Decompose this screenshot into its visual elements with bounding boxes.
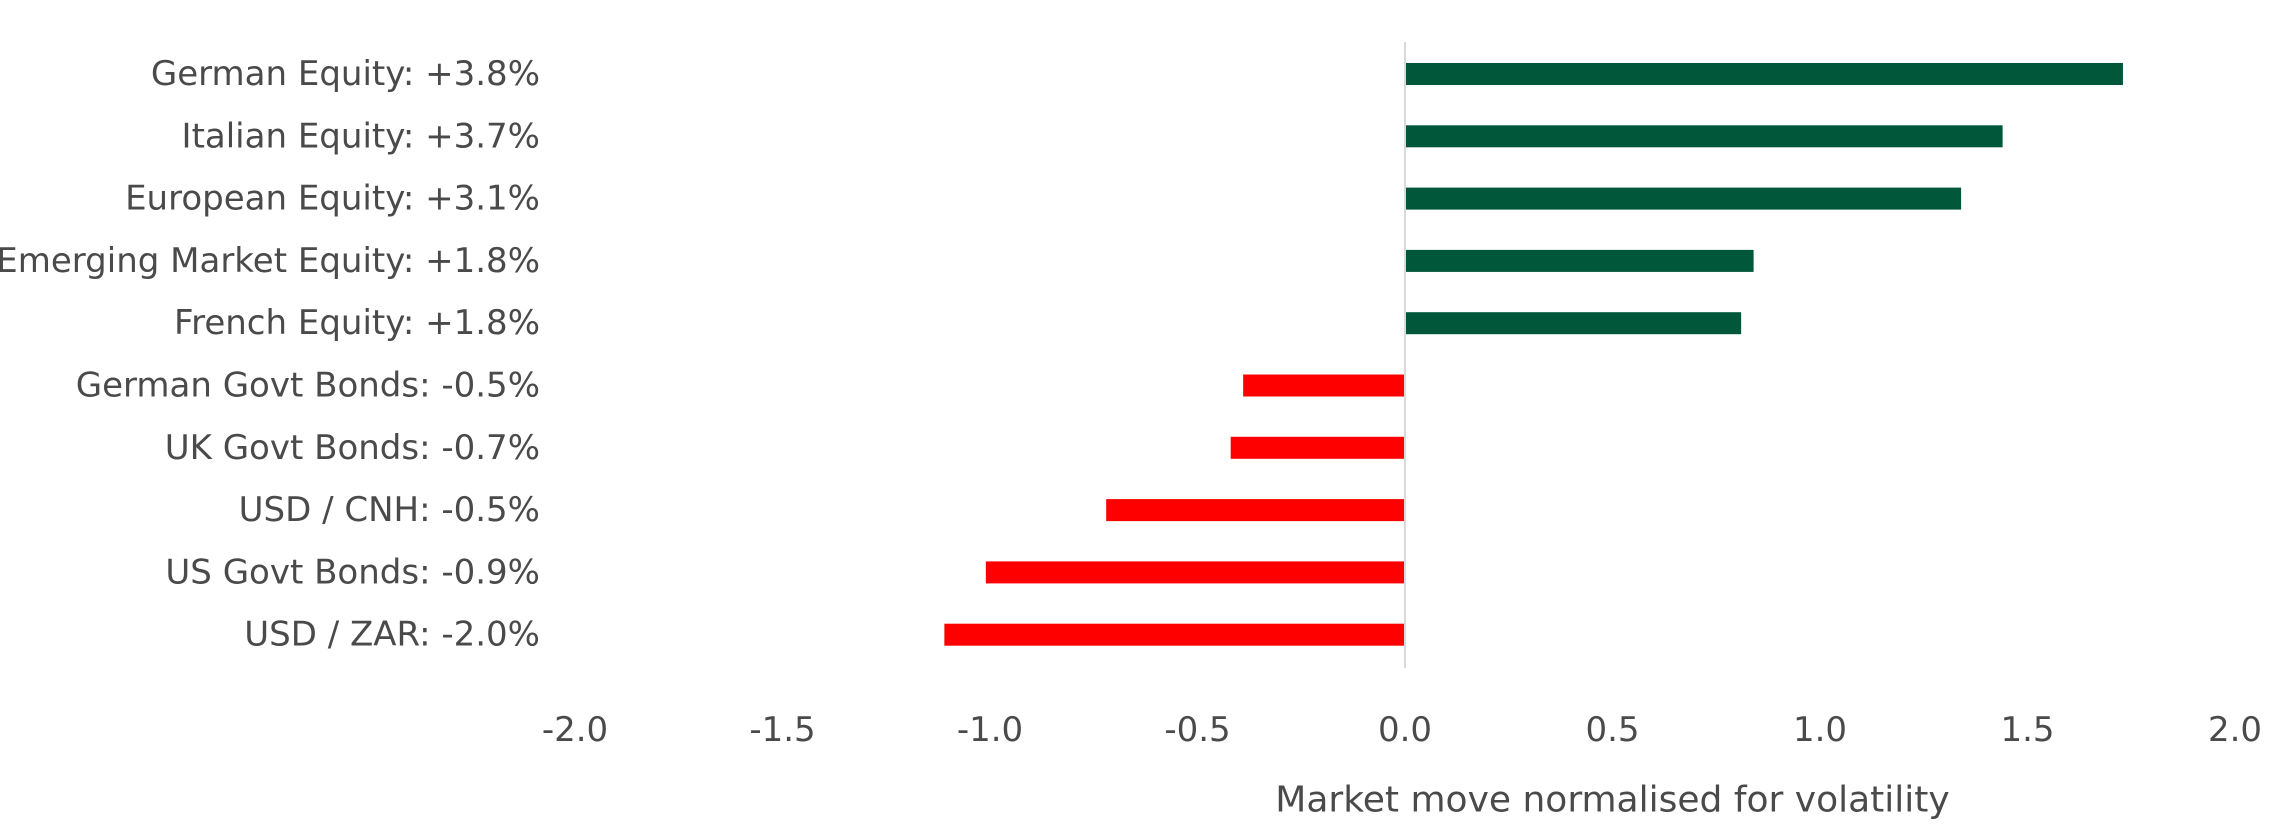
bar-series (944, 63, 2123, 646)
x-tick-label-3: -0.5 (1164, 710, 1230, 750)
bar-0 (1405, 63, 2123, 85)
x-tick-label-6: 1.0 (1793, 710, 1847, 750)
x-tick-label-5: 0.5 (1585, 710, 1639, 750)
category-labels: German Equity: +3.8% Italian Equity: +3.7… (0, 54, 540, 655)
category-label-9: USD / ZAR: -2.0% (244, 615, 540, 655)
x-axis-tick-labels: -2.0 -1.5 -1.0 -0.5 0.0 0.5 1.0 1.5 2.0 (542, 710, 2262, 750)
category-label-0: German Equity: +3.8% (151, 54, 540, 94)
x-tick-label-4: 0.0 (1378, 710, 1432, 750)
x-tick-label-8: 2.0 (2208, 710, 2262, 750)
category-label-4: French Equity: +1.8% (174, 303, 540, 343)
bar-2 (1405, 187, 1962, 210)
category-label-5: German Govt Bonds: -0.5% (76, 366, 540, 406)
x-axis-title: Market move normalised for volatility (1275, 780, 1949, 821)
bar-6 (1230, 436, 1405, 459)
category-label-8: US Govt Bonds: -0.9% (165, 552, 540, 592)
x-tick-label-2: -1.0 (957, 710, 1023, 750)
bar-1 (1405, 125, 2003, 148)
category-label-1: Italian Equity: +3.7% (182, 116, 540, 156)
bar-8 (985, 561, 1405, 584)
x-tick-label-0: -2.0 (542, 710, 608, 750)
bar-3 (1405, 249, 1754, 272)
x-tick-label-7: 1.5 (2000, 710, 2054, 750)
category-label-2: European Equity: +3.1% (125, 179, 540, 219)
x-tick-label-1: -1.5 (749, 710, 815, 750)
bar-4 (1405, 312, 1742, 335)
bar-9 (944, 623, 1405, 646)
bar-7 (1106, 499, 1405, 522)
bar-5 (1243, 374, 1405, 397)
category-label-7: USD / CNH: -0.5% (239, 490, 540, 530)
category-label-6: UK Govt Bonds: -0.7% (165, 428, 540, 468)
category-label-3: Emerging Market Equity: +1.8% (0, 241, 540, 281)
